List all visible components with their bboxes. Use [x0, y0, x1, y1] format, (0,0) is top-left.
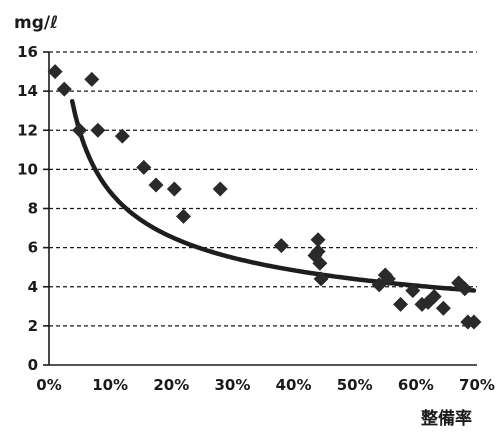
- data-point: [90, 122, 106, 138]
- data-point: [380, 271, 396, 287]
- y-tick-label: 6: [28, 239, 38, 257]
- data-point: [114, 128, 130, 144]
- data-point: [212, 181, 228, 197]
- data-point: [47, 64, 63, 80]
- data-point: [148, 177, 164, 193]
- data-point: [56, 81, 72, 97]
- y-tick-label: 10: [17, 160, 38, 178]
- data-point: [176, 208, 192, 224]
- data-point: [136, 159, 152, 175]
- trend-line: [69, 98, 477, 293]
- x-tick-label: 50%: [337, 376, 373, 394]
- data-point: [393, 296, 409, 312]
- x-tick-label: 30%: [214, 376, 250, 394]
- x-tick-label: 10%: [92, 376, 128, 394]
- data-point: [435, 300, 451, 316]
- data-point: [310, 244, 326, 260]
- data-point: [426, 289, 442, 305]
- y-axis-title: mg/ℓ: [14, 13, 58, 33]
- y-tick-label: 0: [28, 356, 38, 374]
- data-points: [47, 64, 482, 330]
- x-tick-labels: 0% 10% 20% 30% 40% 50% 60% 70%: [36, 376, 495, 394]
- y-tick-label: 12: [17, 121, 38, 139]
- x-tick-label: 20%: [153, 376, 189, 394]
- data-point: [371, 277, 387, 293]
- x-tick-label: 40%: [276, 376, 312, 394]
- gridlines: [49, 51, 477, 327]
- y-tick-label: 14: [17, 82, 38, 100]
- y-tick-labels: 0 2 4 6 8 10 12 14 16: [17, 43, 49, 374]
- x-tick-label: 0%: [36, 376, 61, 394]
- data-point: [166, 181, 182, 197]
- y-tick-label: 4: [28, 278, 38, 296]
- x-tick-label: 70%: [459, 376, 495, 394]
- data-point: [273, 238, 289, 254]
- data-point: [466, 314, 482, 330]
- data-point: [312, 255, 328, 271]
- data-point: [310, 232, 326, 248]
- y-tick-label: 2: [28, 317, 38, 335]
- data-point: [313, 271, 329, 287]
- y-tick-label: 8: [28, 200, 38, 218]
- data-point: [457, 281, 473, 297]
- y-tick-label: 16: [17, 43, 38, 61]
- data-point: [72, 122, 88, 138]
- x-axis-title: 整備率: [421, 408, 472, 429]
- data-point: [405, 283, 421, 299]
- data-point: [84, 71, 100, 87]
- x-tick-label: 60%: [398, 376, 434, 394]
